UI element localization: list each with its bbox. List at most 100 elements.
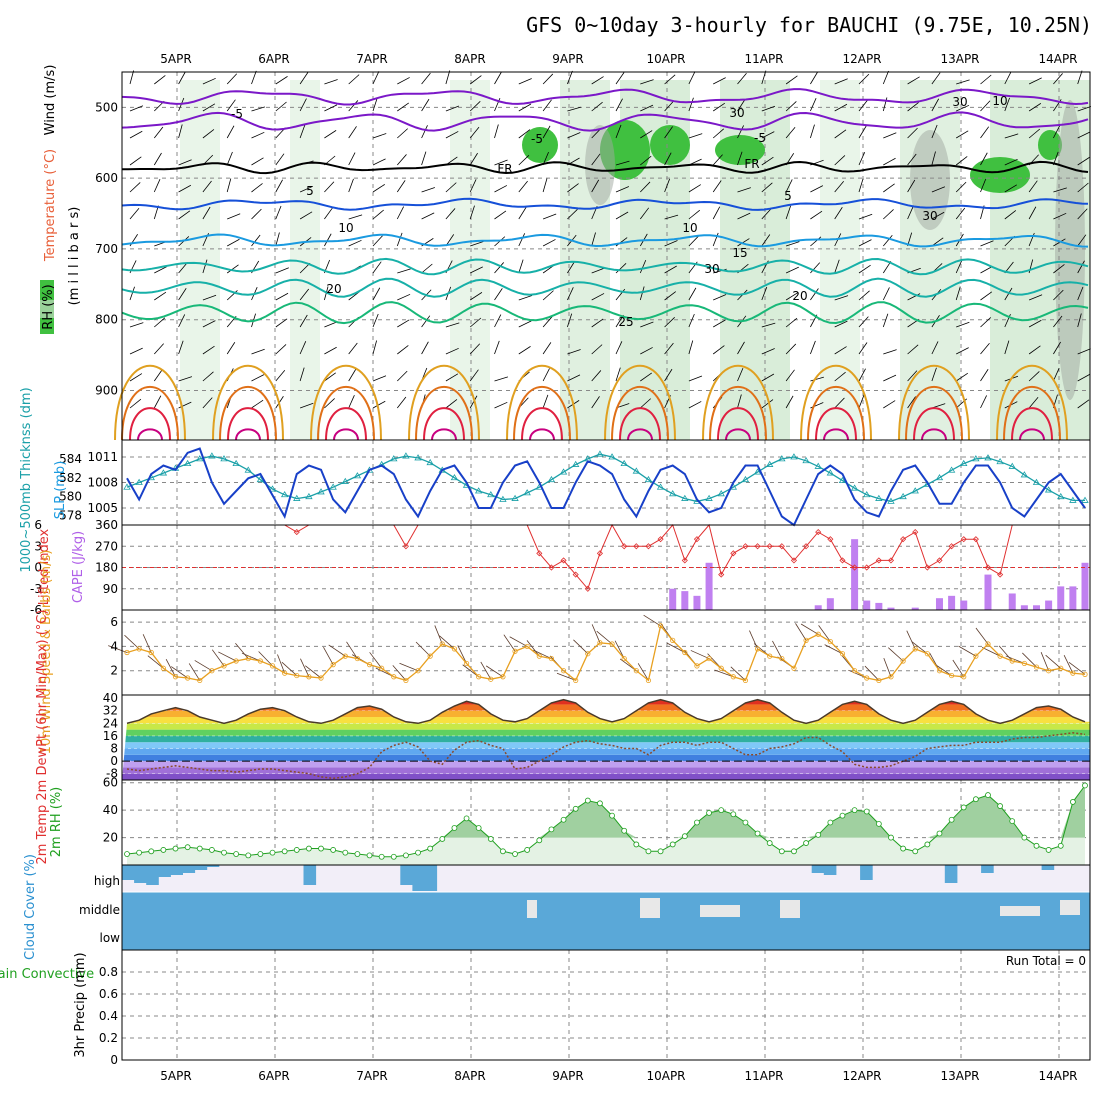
rh2m-point xyxy=(548,826,555,833)
cloud-mid-low-cell xyxy=(1041,892,1055,950)
cloud-mid-low-cell xyxy=(303,892,317,950)
wind10-barb xyxy=(235,642,249,659)
temp-band xyxy=(122,767,1090,774)
wind10-point xyxy=(573,677,579,684)
wind-barb xyxy=(129,70,135,85)
wind10-barb xyxy=(883,657,892,677)
wind-barb xyxy=(542,342,552,355)
top-date-11APR: 11APR xyxy=(744,52,783,66)
wind-barb xyxy=(1077,70,1083,85)
wind-barb xyxy=(227,238,240,247)
wind-barb xyxy=(834,207,843,220)
thickness-point xyxy=(123,483,131,490)
wind10-tick-label: 2 xyxy=(110,664,118,678)
cloud-high-cell xyxy=(860,865,873,880)
rh2m-point xyxy=(233,851,240,857)
wind-barb xyxy=(153,152,162,166)
wind-barb xyxy=(227,213,241,220)
wind-barb xyxy=(251,70,257,85)
wind-barb xyxy=(737,99,746,112)
wind-barb xyxy=(445,322,460,328)
temp-band xyxy=(122,723,1090,730)
diurnal-contour xyxy=(717,407,759,441)
wind10-barb xyxy=(439,635,455,650)
cloud-mid-low-cell xyxy=(400,892,413,950)
wind-barb xyxy=(761,286,768,301)
cape-bar xyxy=(1008,593,1016,610)
wind-barb xyxy=(955,207,966,220)
wind-barb xyxy=(1004,97,1010,112)
slp-ticks: 578 580 582 584 1005 1008 1011 xyxy=(59,450,118,523)
wind-barb xyxy=(907,344,919,355)
diurnal-contour xyxy=(114,364,186,441)
wind-barb xyxy=(810,71,818,85)
wind-barb xyxy=(688,133,703,139)
bottom-date-13APR: 13APR xyxy=(940,1069,979,1083)
cloud-mid-low-cell xyxy=(823,892,837,950)
lifted-index-point xyxy=(900,536,907,543)
rh2m-tick-label: 60 xyxy=(103,776,118,790)
cloud-mid-low-cell xyxy=(485,892,498,950)
wind-barb xyxy=(1028,319,1042,328)
diurnal-contour xyxy=(521,407,563,441)
wind-barb xyxy=(907,179,916,193)
rh2m-point xyxy=(851,807,858,814)
cape-bar xyxy=(669,588,677,610)
rh2m-point xyxy=(936,830,943,837)
cloud-mid-low-cell xyxy=(509,892,522,950)
cloud-axis-label: Cloud Cover (%) xyxy=(23,854,38,960)
wind-barb xyxy=(396,232,403,247)
cloud-mid-low-cell xyxy=(279,892,292,950)
wind-barb xyxy=(567,70,573,85)
wind-barb xyxy=(372,235,383,247)
temperature-legend-label: Temperature (°C) xyxy=(43,149,58,262)
wind-barb xyxy=(980,291,993,301)
rh2m-point xyxy=(584,797,591,804)
cloud-mid-low-cell xyxy=(751,892,764,950)
rh2m-point xyxy=(318,845,324,852)
thickness-point xyxy=(426,458,434,466)
rh2m-point xyxy=(487,836,494,842)
temp-band xyxy=(122,761,1090,768)
diurnal-contour xyxy=(611,386,669,441)
wind-barb xyxy=(640,181,651,193)
cloud-mid-low-cell xyxy=(1005,892,1018,950)
wind-barb xyxy=(445,182,457,193)
wind-barb xyxy=(858,213,873,220)
cloud-mid-low-cell xyxy=(799,892,813,950)
cloud-mid-low-cell xyxy=(932,892,946,950)
wind10-axis-label: 10m Wind Speed & Barbs (m/s) xyxy=(39,550,54,755)
wind-barb xyxy=(688,313,695,328)
cloud-mid-low-cell xyxy=(630,892,643,950)
thickness-point xyxy=(1008,462,1016,469)
top-date-labels: 5APR 6APR 7APR 8APR 9APR 10APR 11APR 12APR 13APR… xyxy=(160,52,1077,66)
thickness-point xyxy=(402,452,410,459)
precip-grid xyxy=(122,950,1090,1060)
wind-barb xyxy=(129,286,135,301)
wind-barb xyxy=(567,106,581,112)
thickness-point xyxy=(280,491,289,498)
wind-barb xyxy=(178,210,191,220)
rh2m-tick-label: 40 xyxy=(103,803,118,817)
pressure-axis-label: (m i l l i b a r s) xyxy=(67,207,82,306)
thickness-point xyxy=(681,494,689,501)
wind-barb xyxy=(955,181,967,193)
wind-barb xyxy=(834,397,845,409)
cloud-high-cell xyxy=(823,865,837,875)
wind-barb xyxy=(421,151,427,166)
wind-barb xyxy=(397,77,410,85)
wind-barb xyxy=(275,153,285,166)
wind-barb xyxy=(737,125,744,139)
wind-barb xyxy=(469,126,480,139)
rh2m-point xyxy=(560,816,567,823)
slp-grid xyxy=(122,440,1090,525)
lifted-index-point xyxy=(536,550,543,557)
wind10-point xyxy=(985,641,991,647)
diurnal-contour xyxy=(513,386,571,441)
lifted-index-point xyxy=(742,543,749,550)
wind-barb xyxy=(1028,294,1043,301)
lifted-index-point xyxy=(754,543,761,550)
wind10-point xyxy=(949,672,955,679)
lifted-index-point xyxy=(875,557,882,564)
wind10-barb xyxy=(142,634,152,653)
